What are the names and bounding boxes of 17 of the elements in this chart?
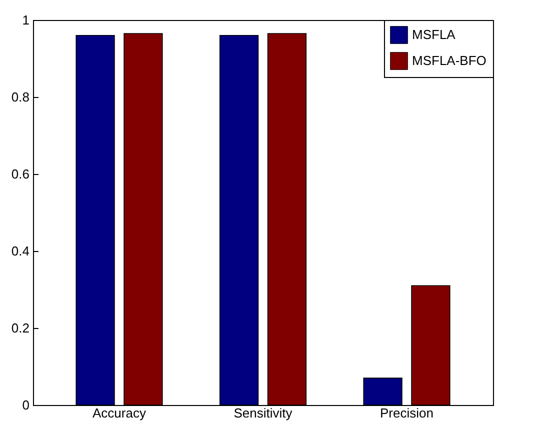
x-tick-label: Accuracy	[92, 406, 146, 420]
bar	[219, 35, 259, 406]
bar	[411, 285, 450, 406]
y-tick-label: 0.2	[11, 320, 30, 336]
x-tick-label: Sensitivity	[234, 406, 293, 420]
bar	[363, 378, 402, 406]
legend-label: MSFLA-BFO	[412, 53, 486, 68]
y-tick-label: 1	[22, 12, 30, 28]
legend-label: MSFLA	[412, 27, 456, 42]
bar	[76, 35, 115, 406]
bar	[124, 33, 163, 406]
x-tick-label: Precision	[380, 406, 434, 420]
bar	[267, 33, 307, 406]
y-tick-label: 0.4	[11, 244, 30, 258]
y-tick-label: 0.8	[11, 90, 30, 104]
y-tick-label: 0	[22, 398, 30, 412]
y-tick-label: 0.6	[11, 166, 30, 182]
